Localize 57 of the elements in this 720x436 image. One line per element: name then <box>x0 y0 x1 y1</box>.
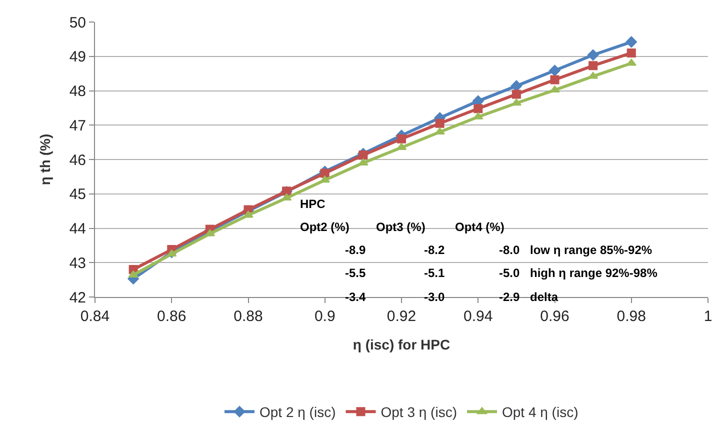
x-tick-label: 0.9 <box>314 308 336 325</box>
legend-label: Opt 4 η (isc) <box>502 404 578 420</box>
x-tick-label: 0.84 <box>80 308 110 325</box>
point <box>626 36 638 48</box>
annotation: -5.0 <box>499 266 520 280</box>
annotation: Opt2 (%) <box>300 220 350 234</box>
annotation: -8.0 <box>499 243 520 257</box>
annotation: -3.4 <box>345 290 366 304</box>
y-tick-label: 44 <box>69 220 86 238</box>
y-tick-label: 47 <box>69 117 86 134</box>
y-tick-label: 42 <box>69 289 86 306</box>
point <box>588 61 598 70</box>
annotation: low η range 85%-92% <box>530 243 652 257</box>
annotation: -2.9 <box>499 290 520 304</box>
point <box>243 210 254 218</box>
point <box>474 104 483 114</box>
annotation: Opt4 (%) <box>455 220 504 234</box>
point <box>166 250 177 257</box>
annotation: -8.2 <box>424 243 446 257</box>
annotation: HPC <box>300 197 326 211</box>
annotation: delta <box>530 290 558 304</box>
annotation: high η range 92%-98% <box>530 266 658 280</box>
annotation: -8.9 <box>345 243 366 257</box>
y-tick-label: 50 <box>69 14 86 32</box>
point <box>549 64 560 76</box>
annotation: -5.5 <box>345 266 366 280</box>
x-tick-label: 0.98 <box>616 308 646 325</box>
annotation: -5.1 <box>424 266 446 280</box>
point <box>626 48 636 58</box>
x-tick-label: 0.92 <box>386 308 416 325</box>
point <box>473 112 484 120</box>
y-axis-title: η th (%) <box>36 134 53 186</box>
legend-label: Opt 3 η (isc) <box>380 404 457 420</box>
point <box>550 75 560 84</box>
annotation: -3.0 <box>424 290 446 304</box>
point <box>550 86 560 93</box>
x-tick-label: 0.88 <box>234 308 263 325</box>
x-tick-label: 0.86 <box>157 308 186 325</box>
point <box>320 168 330 178</box>
point <box>512 90 521 99</box>
y-tick-label: 49 <box>69 48 86 66</box>
point <box>587 49 599 61</box>
x-axis-title: η (isc) for HPC <box>352 336 450 352</box>
x-tick-label: 0.94 <box>464 308 493 325</box>
y-tick-label: 45 <box>69 186 86 204</box>
annotation: Opt3 (%) <box>376 220 426 234</box>
point <box>435 118 444 128</box>
legend-label: Opt 2 η (isc) <box>260 404 336 420</box>
point <box>320 176 330 183</box>
x-tick-label: 1 <box>704 308 712 325</box>
point <box>358 158 368 166</box>
point <box>397 134 406 144</box>
point <box>358 150 368 160</box>
x-tick-label: 0.96 <box>540 308 570 325</box>
y-tick-label: 48 <box>69 83 86 100</box>
y-tick-label: 46 <box>69 152 86 169</box>
y-tick-label: 43 <box>69 254 86 272</box>
